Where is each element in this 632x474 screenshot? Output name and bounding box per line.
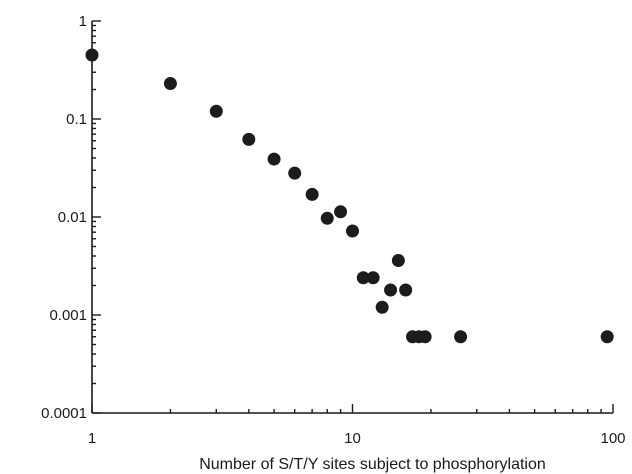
data-point — [163, 77, 177, 91]
x-tick-label: 100 — [600, 430, 625, 447]
data-point — [346, 224, 359, 238]
y-tick-label: 1 — [79, 13, 87, 30]
x-axis-title: Number of S/T/Y sites subject to phospho… — [199, 456, 546, 473]
data-point — [209, 104, 223, 118]
y-tick-label: 0.1 — [66, 111, 87, 128]
data-point — [366, 271, 380, 285]
data-point — [384, 283, 398, 297]
y-tick-label: 0.001 — [49, 307, 87, 324]
data-point — [418, 330, 432, 344]
data-point — [375, 300, 389, 314]
data-point — [334, 205, 348, 219]
data-point — [305, 187, 319, 201]
data-point — [242, 132, 256, 146]
data-points — [85, 48, 614, 344]
data-point — [600, 330, 614, 344]
y-tick-label: 0.01 — [58, 209, 87, 226]
data-point — [399, 283, 413, 297]
x-tick-label: 1 — [88, 430, 96, 447]
data-point — [288, 166, 302, 180]
data-point — [320, 211, 334, 225]
data-point — [454, 330, 468, 344]
data-point — [85, 48, 99, 62]
data-point — [267, 152, 281, 166]
data-point — [356, 271, 370, 285]
data-point — [391, 253, 405, 267]
x-tick-label: 10 — [344, 430, 361, 447]
y-tick-label: 0.0001 — [41, 405, 87, 422]
